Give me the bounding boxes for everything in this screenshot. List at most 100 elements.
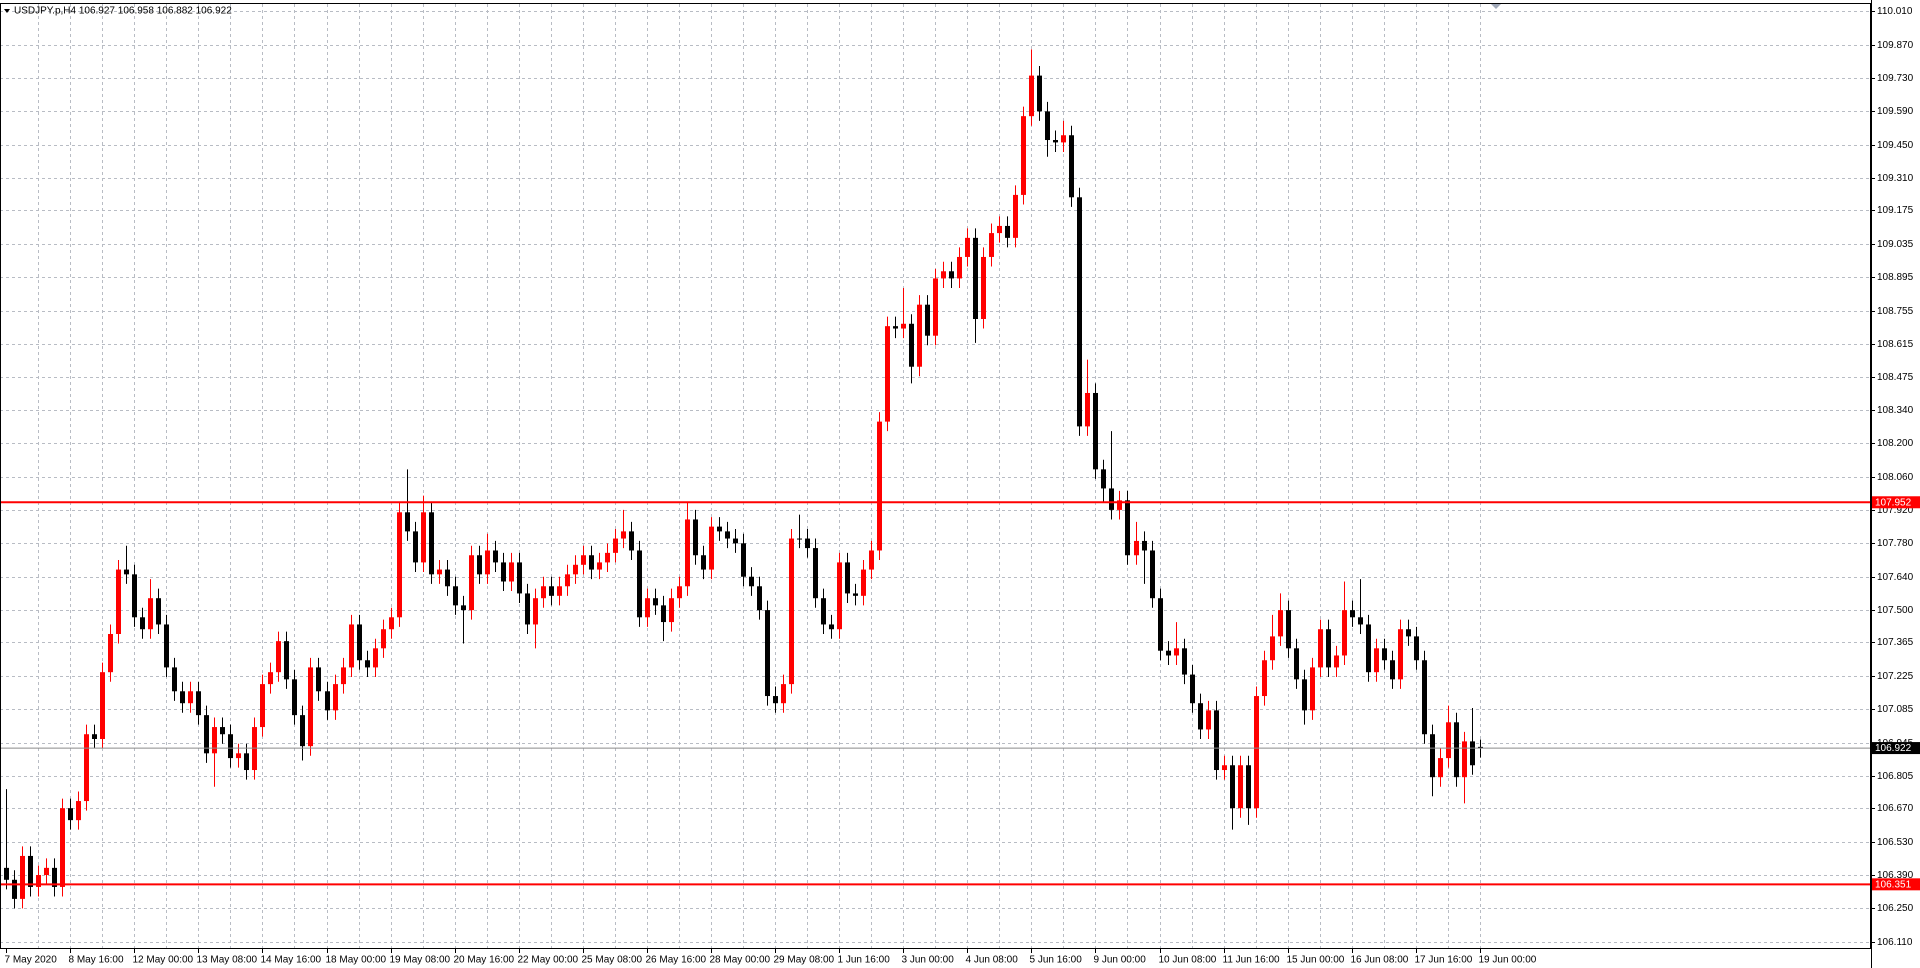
x-tick-label: 3 Jun 00:00 (902, 955, 955, 966)
candle-body (12, 879, 17, 899)
candle-body (1302, 679, 1307, 711)
y-tick-label: 106.670 (1877, 803, 1914, 814)
candle-body (1430, 734, 1435, 778)
candle-body (629, 531, 634, 551)
candle-body (1198, 703, 1203, 730)
candle-body (1125, 500, 1130, 556)
candle-body (1214, 710, 1219, 771)
candle-body (1478, 746, 1483, 749)
candle-body (1462, 741, 1467, 778)
y-tick-label: 108.895 (1877, 272, 1914, 283)
candle-body (781, 684, 786, 704)
candle-body (381, 629, 386, 649)
candle-body (1182, 648, 1187, 675)
candle-body (389, 617, 394, 630)
candle-body (132, 574, 137, 618)
candle-body (589, 555, 594, 570)
candle-body (397, 512, 402, 618)
candle-layer (4, 49, 1483, 909)
candle-body (76, 801, 81, 821)
candle-body (204, 715, 209, 754)
candle-body (749, 576, 754, 587)
y-tick-label: 109.450 (1877, 140, 1914, 151)
candle-body (445, 569, 450, 587)
candle-body (949, 271, 954, 279)
candle-body (244, 753, 249, 771)
y-tick-label: 108.060 (1877, 472, 1914, 483)
shift-marker[interactable] (1491, 4, 1501, 9)
x-tick-label: 10 Jun 08:00 (1159, 955, 1217, 966)
candle-body (1166, 650, 1171, 656)
candle-body (549, 586, 554, 596)
candle-body (757, 586, 762, 611)
candle-body (1454, 722, 1459, 778)
candle-body (933, 278, 938, 336)
candle-body (1350, 610, 1355, 618)
candle-body (1029, 75, 1034, 117)
x-tick-label: 25 May 08:00 (582, 955, 643, 966)
candle-body (116, 569, 121, 634)
chart-title: USDJPY.p,H4 106.927 106.958 106.882 106.… (14, 6, 232, 17)
candle-body (260, 684, 265, 728)
candle-body (220, 727, 225, 735)
candle-body (1390, 660, 1395, 680)
line-layer (0, 501, 1871, 886)
candle-body (292, 679, 297, 716)
x-tick-label: 19 Jun 00:00 (1479, 955, 1537, 966)
candle-body (829, 624, 834, 630)
candle-body (1334, 655, 1339, 668)
candle-body (325, 691, 330, 711)
candle-body (300, 715, 305, 747)
candle-body (637, 550, 642, 618)
x-tick-label: 8 May 16:00 (69, 955, 124, 966)
x-tick-label: 15 Jun 00:00 (1287, 955, 1345, 966)
menu-arrow[interactable] (4, 9, 10, 13)
candle-body (1270, 636, 1275, 661)
candle-body (709, 526, 714, 570)
x-tick-label: 14 May 16:00 (261, 955, 322, 966)
y-tick-label: 106.530 (1877, 837, 1914, 848)
candle-body (1045, 111, 1050, 141)
y-tick-label: 110.010 (1877, 6, 1913, 17)
candle-body (28, 855, 33, 887)
candle-body (669, 598, 674, 623)
candle-body (797, 538, 802, 540)
candle-body (853, 593, 858, 596)
candle-body (1406, 629, 1411, 637)
candle-body (677, 586, 682, 599)
candle-body (1158, 598, 1163, 651)
candle-body (413, 531, 418, 563)
candle-body (941, 271, 946, 279)
candle-body (276, 641, 281, 673)
candle-body (308, 667, 313, 747)
candle-body (1374, 648, 1379, 673)
candle-body (685, 519, 690, 587)
candle-body (1318, 629, 1323, 668)
candle-body (493, 550, 498, 563)
candle-body (557, 586, 562, 596)
candle-body (1238, 765, 1243, 809)
candle-body (893, 326, 898, 329)
candle-body (1310, 667, 1315, 711)
candle-body (196, 691, 201, 716)
candle-body (148, 598, 153, 630)
candle-body (989, 233, 994, 257)
candle-body (405, 512, 410, 532)
y-tick-label: 107.365 (1877, 637, 1914, 648)
candle-body (357, 624, 362, 661)
candle-body (20, 855, 25, 899)
x-tick-label: 29 May 08:00 (774, 955, 835, 966)
candle-body (437, 569, 442, 575)
candle-body (997, 225, 1002, 234)
y-tick-label: 109.590 (1877, 106, 1914, 117)
candle-body (581, 555, 586, 565)
y-tick-label: 109.035 (1877, 239, 1914, 250)
candle-body (621, 531, 626, 539)
candle-body (741, 543, 746, 577)
candle-body (693, 519, 698, 556)
candle-body (100, 672, 105, 739)
plot-frame (0, 3, 1871, 949)
candle-body (1222, 765, 1227, 771)
candle-body (573, 564, 578, 575)
x-tick-label: 22 May 00:00 (518, 955, 579, 966)
